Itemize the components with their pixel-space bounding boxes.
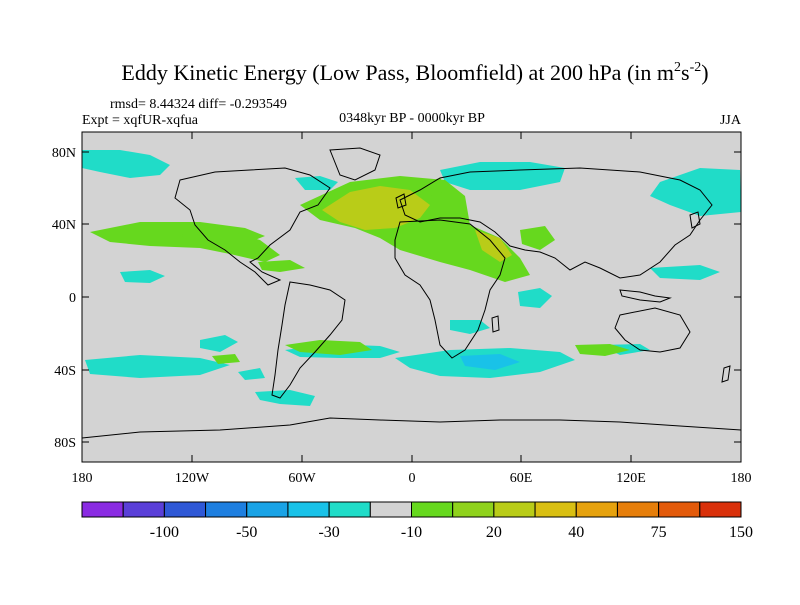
lon-tick-label: 0	[409, 471, 416, 486]
coast-nz	[721, 365, 731, 383]
colorbar-swatch	[81, 501, 124, 518]
coast-japan	[689, 211, 701, 229]
lon-tick-label: 60W	[288, 471, 316, 486]
yellowgreen-region-mideast	[475, 230, 512, 262]
colorbar-label: 150	[729, 524, 753, 541]
green-region-scandinavia	[415, 178, 450, 196]
colorbar: -100 -50 -30 -10 20 40 75 150	[81, 501, 753, 541]
lat-tick-label: 0	[69, 291, 76, 306]
coast-antarctica	[82, 417, 741, 439]
colorbar-swatch	[493, 501, 536, 518]
lat-tick-label: 80S	[54, 436, 76, 451]
colorbar-label: 20	[486, 524, 502, 541]
colorbar-swatch	[452, 501, 495, 518]
map-panel: 80N 40N 0 40S 80S 180 120W 60W 0 60E 120E 180	[52, 131, 752, 486]
coast-greenland	[329, 147, 381, 181]
colorbar-swatch	[575, 501, 618, 518]
lat-tick-label: 40N	[52, 218, 76, 233]
coast-north-america	[174, 167, 331, 286]
colorbar-swatch	[122, 501, 165, 518]
cyan-region-northpacific-west	[82, 150, 170, 178]
coast-madagascar	[491, 315, 500, 333]
green-region-carib	[258, 260, 305, 272]
colorbar-swatch	[699, 501, 742, 518]
colorbar-swatch	[616, 501, 660, 518]
colorbar-swatch	[246, 501, 289, 518]
cyan-region-chile	[255, 390, 315, 406]
colorbar-swatch	[205, 501, 248, 518]
coast-africa	[394, 219, 506, 359]
colorbar-label: 75	[651, 524, 667, 541]
cyan-region-eastasia	[650, 168, 741, 216]
lat-tick-label: 80N	[52, 146, 76, 161]
colorbar-swatch	[411, 501, 454, 518]
coast-south-america	[271, 281, 346, 399]
lon-tick-label: 180	[72, 471, 93, 486]
coastlines	[82, 147, 741, 439]
colorbar-label: -30	[318, 524, 339, 541]
anomaly-contours	[82, 150, 741, 406]
stats-label: rmsd= 8.44324 diff= -0.293549	[110, 97, 287, 112]
lon-tick-label: 180	[731, 471, 752, 486]
yellowgreen-region-europe	[322, 186, 430, 230]
cyan-region-southpacific-east	[200, 335, 238, 352]
axis-ticks: 80N 40N 0 40S 80S 180 120W 60W 0 60E 120E 180	[52, 132, 752, 486]
lon-tick-label: 60E	[510, 471, 533, 486]
lon-tick-label: 120W	[175, 471, 210, 486]
period-label: 0348kyr BP - 0000kyr BP	[339, 111, 485, 126]
cyan-region-southpacific	[85, 355, 230, 378]
colorbar-label: -50	[236, 524, 257, 541]
colorbar-swatch	[658, 501, 701, 518]
colorbar-swatch	[287, 501, 330, 518]
expt-label: Expt = xqfUR-xqfua	[82, 113, 199, 128]
figure-title: Eddy Kinetic Energy (Low Pass, Bloomfiel…	[121, 60, 708, 85]
colorbar-swatch	[369, 501, 412, 518]
colorbar-swatch	[534, 501, 577, 518]
coast-eurasia	[399, 167, 713, 279]
colorbar-label: 40	[568, 524, 584, 541]
coast-australia	[614, 307, 691, 353]
cyan-region-patagonia	[238, 368, 265, 380]
cyan-region-northatlantic	[440, 162, 565, 190]
green-region-south-atlantic	[285, 340, 372, 355]
season-label: JJA	[720, 113, 742, 128]
colorbar-swatch	[328, 501, 371, 518]
colorbar-swatch	[163, 501, 207, 518]
lon-tick-label: 120E	[616, 471, 646, 486]
cyan-region-centralpacific	[120, 270, 165, 283]
coast-indonesia	[619, 289, 672, 303]
coast-uk	[395, 193, 407, 209]
colorbar-label: -100	[150, 524, 179, 541]
colorbar-label: -10	[401, 524, 422, 541]
lightblue-region-southindian	[460, 354, 520, 370]
cyan-region-westpacific-trop	[650, 265, 720, 280]
green-region-east-asia-belt	[520, 226, 555, 250]
lat-tick-label: 40S	[54, 364, 76, 379]
cyan-region-indian	[518, 288, 552, 308]
green-region-south-pacific	[212, 354, 240, 364]
green-region-south-indian	[575, 344, 630, 356]
